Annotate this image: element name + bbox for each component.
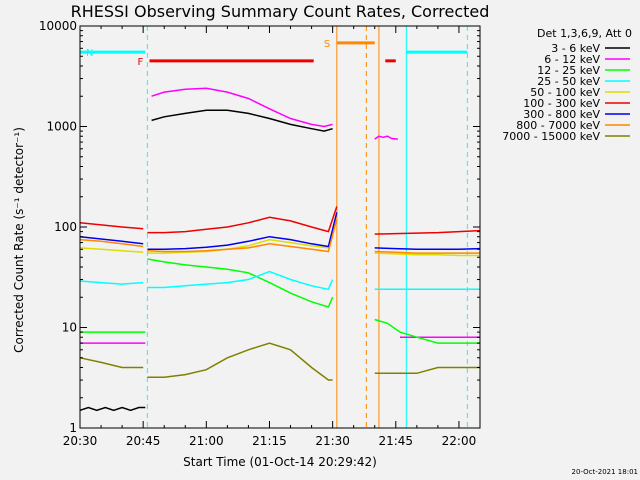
series-6-segment-0 [79,235,144,245]
y-tick-label-2: 100 [54,220,77,234]
series-4-segment-0 [79,247,144,254]
x-tick-label-5: 21:45 [378,434,413,448]
series-5-segment-1 [147,206,338,234]
series-2-segment-1 [147,258,334,308]
x-tick-label-4: 21:30 [315,434,350,448]
legend-label-7: 800 - 7000 keV [516,119,600,132]
chart-title: RHESSI Observing Summary Count Rates, Co… [71,2,490,21]
state-label-F: F [137,57,143,68]
series-7-segment-2 [374,250,480,254]
series-6-segment-2 [374,247,481,251]
series-7-segment-1 [147,218,338,253]
series-5-segment-2 [374,229,481,235]
y-axis-label: Corrected Count Rate (s⁻¹ detector⁻¹) [12,127,26,353]
legend-label-5: 100 - 300 keV [523,97,600,110]
x-tick-label-6: 22:00 [442,434,477,448]
series-1-segment-2 [374,135,398,140]
series-6-segment-1 [147,212,338,251]
axes: 20:30 20:45 21:00 21:15 21:30 21:45 22:00 1 10 10… [39,19,481,448]
state-label-S: S [324,39,330,50]
x-tick-label-1: 20:45 [126,434,161,448]
legend-label-6: 300 - 800 keV [523,108,600,121]
series-4-segment-2 [374,252,480,257]
series-1-segment-1 [151,87,333,128]
y-tick-label-3: 1000 [46,120,77,134]
series-4-segment-1 [147,236,334,254]
series-8-segment-1 [147,342,333,381]
x-tick-label-0: 20:30 [63,434,98,448]
legend-label-3: 25 - 50 keV [537,75,600,88]
legend-label-1: 6 - 12 keV [544,53,600,66]
legend-label-2: 12 - 25 keV [537,64,600,77]
legend-label-0: 3 - 6 keV [551,42,600,55]
series-0-segment-0 [79,406,146,412]
series-2-segment-2 [374,318,480,344]
y-tick-label-1: 10 [62,321,77,335]
plot-area: N F S [79,26,481,428]
timestamp: 20-Oct-2021 18:01 [572,468,638,476]
x-tick-label-3: 21:15 [252,434,287,448]
state-label-N: N [86,48,93,59]
series-7-segment-0 [79,238,144,248]
x-tick-label-2: 21:00 [189,434,224,448]
legend-label-8: 7000 - 15000 keV [502,130,600,143]
series-3-segment-0 [79,280,144,285]
series-8-segment-2 [374,366,480,375]
series-3-segment-1 [147,270,334,291]
series-8-segment-0 [79,357,144,369]
series-5-segment-0 [79,222,144,230]
legend-label-4: 50 - 100 keV [530,86,600,99]
series-0-segment-1 [151,109,333,132]
x-axis-label: Start Time (01-Oct-14 20:29:42) [183,455,377,469]
y-tick-label-4: 10000 [39,19,77,33]
y-tick-label-0: 1 [69,421,77,435]
legend-title: Det 1,3,6,9, Att 0 [537,27,632,40]
